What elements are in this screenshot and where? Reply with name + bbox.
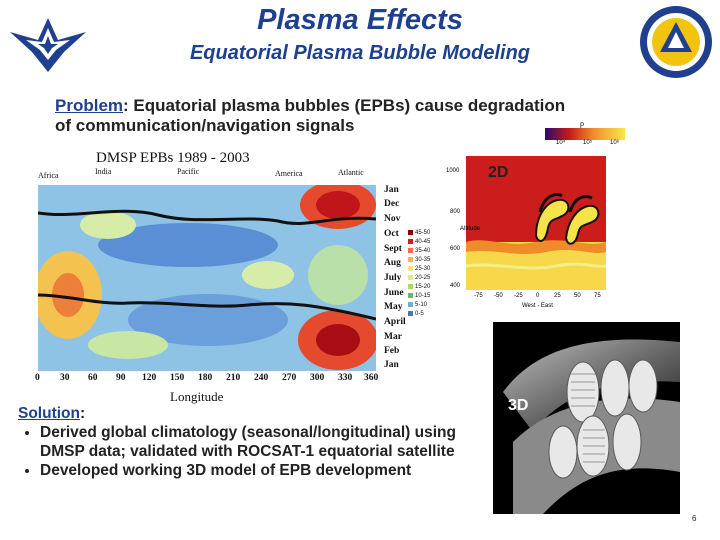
region-label-pacific: Pacific [177, 167, 200, 176]
month-label: Jan [384, 185, 399, 195]
x-tick: 50 [574, 293, 581, 299]
air-force-logo [10, 18, 86, 72]
legend-entry: 15-20 [415, 283, 431, 290]
month-label: Dec [384, 199, 400, 209]
longitude-tick: 270 [282, 373, 297, 383]
colorbar [545, 128, 625, 140]
y-tick: 600 [450, 246, 461, 252]
afrl-seal-logo [640, 6, 712, 78]
page-title: Plasma Effects [257, 4, 463, 36]
longitude-tick: 300 [310, 373, 325, 383]
y-tick: 800 [450, 209, 461, 215]
page-number: 6 [692, 514, 697, 523]
solution-colon: : [80, 405, 86, 422]
longitude-tick: 210 [226, 373, 241, 383]
solution-label: Solution [18, 405, 80, 422]
x-tick: 75 [594, 293, 601, 299]
legend-entry: 35-40 [415, 247, 431, 254]
longitude-tick: 360 [364, 373, 379, 383]
colorbar-tick: 10⁴ [556, 140, 566, 146]
month-label: Nov [384, 214, 401, 224]
simulation-3d-render [493, 322, 680, 514]
y-tick: 400 [450, 283, 461, 289]
color-legend: 45-50 40-45 35-40 30-35 25-30 20-25 15-2… [408, 228, 434, 318]
longitude-tick: 180 [198, 373, 213, 383]
legend-entry: 5-10 [415, 301, 428, 308]
month-label: April [384, 317, 406, 327]
x-tick: -75 [474, 293, 483, 299]
colorbar-label: ρ [580, 119, 584, 128]
longitude-tick: 60 [88, 373, 98, 383]
longitude-axis-label: Longitude [170, 389, 224, 404]
legend-entry: 20-25 [415, 274, 431, 281]
y-axis-label: Altitude [460, 226, 481, 232]
simulation-2d-plot [466, 156, 606, 290]
month-label: Oct [384, 229, 399, 239]
legend-entry: 25-30 [415, 265, 431, 272]
y-tick: 1000 [446, 168, 460, 174]
region-label-atlantic: Atlantic [338, 168, 364, 177]
month-label: Jan [384, 360, 399, 370]
region-label-america: America [275, 169, 303, 178]
longitude-tick: 30 [60, 373, 70, 383]
month-label: Mar [384, 332, 402, 342]
month-label: June [384, 288, 404, 298]
solution-bullet: Derived global climatology (seasonal/lon… [40, 423, 488, 461]
map-chart-title: DMSP EPBs 1989 - 2003 [96, 150, 250, 166]
solution-bullets: Derived global climatology (seasonal/lon… [18, 423, 488, 480]
legend-entry: 30-35 [415, 256, 431, 263]
legend-entry: 0-5 [415, 310, 424, 317]
region-label-india: India [95, 167, 112, 176]
region-label-africa: Africa [38, 171, 59, 180]
problem-label: Problem [55, 96, 124, 115]
month-label: July [384, 273, 402, 283]
problem-statement: Problem: Equatorial plasma bubbles (EPBs… [55, 96, 695, 136]
panel-3d-label: 3D [508, 397, 529, 414]
month-label: Sept [384, 244, 402, 254]
solution-bullet: Developed working 3D model of EPB develo… [40, 461, 488, 480]
problem-text-2: of communication/navigation signals [55, 116, 355, 135]
x-axis-label: West - East [522, 303, 553, 309]
colorbar-tick: 10⁵ [583, 140, 593, 146]
epb-climatology-map [38, 185, 376, 371]
x-tick: -25 [514, 293, 523, 299]
longitude-tick: 0 [35, 373, 40, 383]
longitude-tick: 330 [338, 373, 353, 383]
x-tick: 25 [554, 293, 561, 299]
page-subtitle: Equatorial Plasma Bubble Modeling [189, 42, 531, 64]
solution-section: Solution: Derived global climatology (se… [18, 404, 488, 480]
longitude-tick: 240 [254, 373, 269, 383]
legend-entry: 45-50 [415, 229, 431, 236]
longitude-tick: 90 [116, 373, 126, 383]
panel-2d-label: 2D [488, 164, 509, 181]
month-label: May [384, 302, 403, 312]
x-tick: -50 [494, 293, 503, 299]
x-tick: 0 [536, 293, 540, 299]
colorbar-tick: 10⁶ [610, 140, 620, 146]
longitude-tick: 150 [170, 373, 185, 383]
longitude-tick: 120 [142, 373, 157, 383]
legend-entry: 40-45 [415, 238, 431, 245]
problem-text-1: : Equatorial plasma bubbles (EPBs) cause… [123, 96, 566, 115]
month-label: Aug [384, 258, 401, 268]
month-label: Feb [384, 346, 400, 356]
legend-entry: 10-15 [415, 292, 431, 299]
